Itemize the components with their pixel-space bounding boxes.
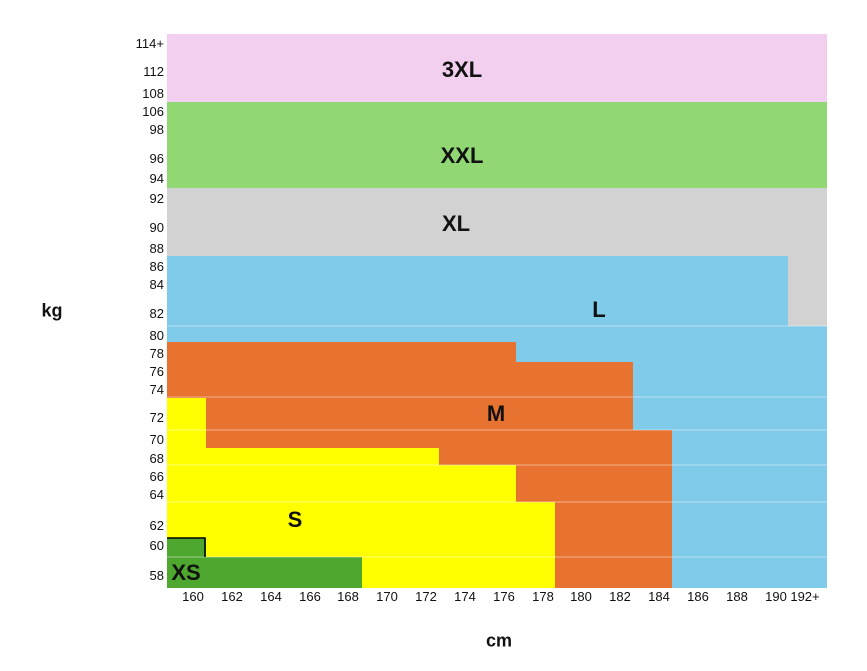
y-tick-label: 58 <box>149 568 164 583</box>
size-label-xl: XL <box>441 211 471 236</box>
region-xl <box>167 188 827 326</box>
x-tick-label: 186 <box>687 589 709 604</box>
y-tick-label: 74 <box>149 382 164 397</box>
x-axis-title: cm <box>485 630 513 651</box>
x-tick-label: 172 <box>415 589 437 604</box>
x-tick-label: 168 <box>337 589 359 604</box>
size-label-l: L <box>592 297 606 322</box>
x-tick-label: 162 <box>221 589 243 604</box>
y-tick-label: 96 <box>149 151 164 166</box>
size-label-3xl: 3XL <box>441 57 483 82</box>
y-tick-label: 94 <box>149 171 164 186</box>
y-tick-label: 106 <box>142 104 164 119</box>
x-tick-label: 176 <box>493 589 515 604</box>
size-label-s: S <box>287 507 303 532</box>
region-3xl <box>167 34 827 102</box>
y-tick-label: 76 <box>149 364 164 379</box>
size-label-m: M <box>486 401 506 426</box>
y-tick-label: 86 <box>149 259 164 274</box>
y-tick-label: 112 <box>143 64 164 79</box>
x-tick-label: 170 <box>376 589 398 604</box>
y-tick-label: 68 <box>149 451 164 466</box>
y-axis-title: kg <box>41 300 63 321</box>
x-tick-label: 166 <box>299 589 321 604</box>
region-s <box>167 398 555 588</box>
xs-step-outline <box>167 537 206 557</box>
y-tick-label: 82 <box>149 306 164 321</box>
x-tick-label: 184 <box>648 589 670 604</box>
y-tick-label: 62 <box>149 518 164 533</box>
region-xxl <box>167 102 827 188</box>
x-tick-label: 164 <box>260 589 282 604</box>
region-l <box>167 256 827 588</box>
size-label-xs: XS <box>171 560 201 585</box>
x-tick-label: 160 <box>182 589 204 604</box>
x-tick-label: 180 <box>570 589 592 604</box>
y-tick-label: 60 <box>149 538 164 553</box>
region-m <box>167 342 672 588</box>
y-tick-label: 66 <box>149 469 164 484</box>
size-label-xxl: XXL <box>440 143 484 168</box>
y-tick-label: 72 <box>149 410 164 425</box>
y-tick-label: 70 <box>149 432 164 447</box>
y-tick-label: 98 <box>149 122 164 137</box>
y-tick-label: 84 <box>149 277 164 292</box>
y-tick-label: 92 <box>149 191 164 206</box>
y-tick-label: 108 <box>142 86 164 101</box>
x-tick-label: 188 <box>726 589 748 604</box>
x-tick-label: 174 <box>454 589 476 604</box>
y-tick-label: 88 <box>149 241 164 256</box>
y-tick-label: 80 <box>149 328 164 343</box>
x-tick-label: 182 <box>609 589 631 604</box>
x-tick-label: 192+ <box>790 589 820 604</box>
x-tick-label: 190 <box>765 589 787 604</box>
y-tick-label: 78 <box>149 346 164 361</box>
x-tick-label: 178 <box>532 589 554 604</box>
y-tick-label: 114+ <box>135 36 164 51</box>
y-tick-label: 64 <box>149 487 164 502</box>
y-tick-label: 90 <box>149 220 164 235</box>
region-xs <box>167 538 362 588</box>
